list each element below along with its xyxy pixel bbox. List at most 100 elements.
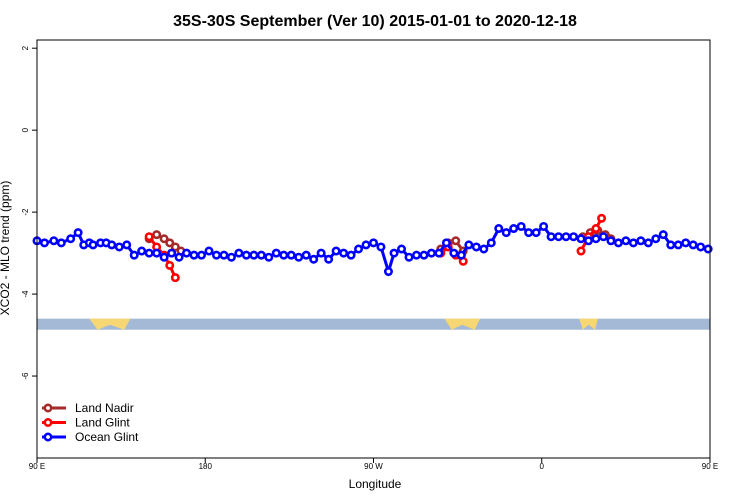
data-point [389, 248, 399, 258]
data-point [426, 248, 436, 258]
data-point [241, 250, 251, 260]
series-land-glint [144, 213, 607, 283]
data-point [189, 250, 199, 260]
data-point [591, 224, 601, 234]
legend-marker [43, 432, 53, 442]
data-point [114, 242, 124, 252]
data-point [165, 260, 175, 270]
data-point [66, 234, 76, 244]
data-point [368, 238, 378, 248]
data-point [174, 252, 184, 262]
data-point [464, 240, 474, 250]
data-point [264, 252, 274, 262]
x-axis-label: Longitude [349, 477, 402, 491]
y-tick-label: 2 [21, 45, 30, 50]
data-point [219, 250, 229, 260]
data-point [170, 273, 180, 283]
data-point [211, 250, 221, 260]
data-point [39, 238, 49, 248]
x-tick-label: 90 W [364, 462, 383, 471]
data-point [419, 250, 429, 260]
y-tick-label: -2 [21, 208, 30, 216]
series-line [579, 217, 603, 252]
data-point [441, 238, 451, 248]
x-axis: 90 E 180 90 W 0 90 E [29, 458, 718, 471]
ocean-band [37, 318, 710, 330]
data-point [88, 240, 98, 250]
data-point [636, 236, 646, 246]
data-point [501, 228, 511, 238]
data-point [516, 221, 526, 231]
data-point [279, 250, 289, 260]
series-layer [32, 213, 713, 283]
data-point [546, 232, 556, 242]
land-region [89, 318, 131, 330]
legend-item: Land Nadir [42, 401, 134, 415]
data-point [524, 228, 534, 238]
data-point [331, 246, 341, 256]
data-point [354, 244, 364, 254]
data-point [449, 248, 459, 258]
data-point [256, 250, 266, 260]
data-point [598, 232, 608, 242]
data-point [182, 248, 192, 258]
data-point [569, 232, 579, 242]
legend-label: Land Nadir [75, 401, 134, 415]
data-point [73, 228, 83, 238]
data-point [451, 236, 461, 246]
land-region [444, 318, 481, 330]
data-point [576, 234, 586, 244]
data-point [486, 238, 496, 248]
data-point [234, 248, 244, 258]
chart-title: 35S-30S September (Ver 10) 2015-01-01 to… [173, 13, 577, 30]
data-point [316, 248, 326, 258]
data-point [696, 242, 706, 252]
data-point [383, 267, 393, 277]
data-point [286, 250, 296, 260]
x-tick-label: 90 E [29, 462, 45, 471]
data-point [434, 248, 444, 258]
data-point [681, 238, 691, 248]
data-point [456, 250, 466, 260]
data-point [129, 250, 139, 260]
data-point [226, 252, 236, 262]
y-tick-label: 0 [21, 127, 30, 132]
legend-marker [43, 417, 53, 427]
data-point [137, 246, 147, 256]
data-point [583, 236, 593, 246]
data-point [144, 248, 154, 258]
y-tick-label: -6 [21, 372, 30, 380]
data-point [411, 250, 421, 260]
y-axis-label: XCO2 - MLO trend (ppm) [0, 181, 12, 316]
data-point [479, 244, 489, 254]
data-point [404, 252, 414, 262]
data-point [49, 236, 59, 246]
landmask-band [37, 318, 710, 330]
data-point [56, 238, 66, 248]
data-point [152, 248, 162, 258]
data-point [628, 238, 638, 248]
data-point [346, 250, 356, 260]
legend-label: Ocean Glint [75, 430, 139, 444]
y-tick-label: -4 [21, 290, 30, 298]
data-point [271, 248, 281, 258]
data-point [170, 242, 180, 252]
data-point [144, 232, 154, 242]
data-point [651, 234, 661, 244]
data-point [471, 242, 481, 252]
y-axis: 2 0 -2 -4 -6 [21, 45, 37, 380]
data-point [576, 246, 586, 256]
data-point [621, 236, 631, 246]
data-point [397, 244, 407, 254]
data-point [494, 224, 504, 234]
data-point [197, 250, 207, 260]
data-point [597, 213, 607, 223]
data-point [165, 238, 175, 248]
data-point [658, 230, 668, 240]
legend-label: Land Glint [75, 416, 130, 430]
data-point [673, 240, 683, 250]
legend-item: Ocean Glint [42, 430, 139, 444]
legend-marker [43, 403, 53, 413]
